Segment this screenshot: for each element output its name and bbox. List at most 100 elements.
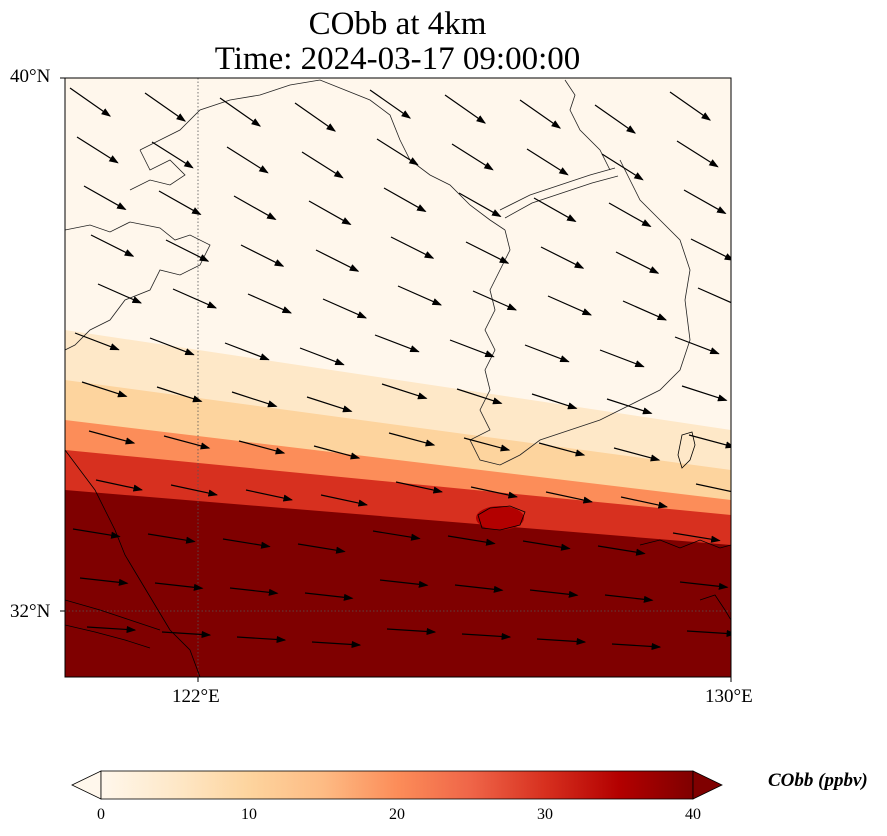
wind-arrow (219, 97, 261, 127)
wind-arrow (529, 589, 579, 598)
wind-arrow (388, 432, 436, 447)
wind-arrow (304, 592, 354, 601)
wind-arrow (538, 442, 586, 457)
wind-arrow (676, 140, 719, 168)
wind-arrow (681, 385, 728, 402)
wind-arrow (299, 347, 345, 366)
wind-arrow (458, 192, 502, 218)
wind-arrow (451, 143, 494, 171)
wind-arrow (531, 393, 578, 410)
wind-arrow (669, 91, 711, 121)
wind-arrow (688, 434, 731, 449)
coastline-yangtze-south (65, 624, 151, 649)
wind-arrow (72, 528, 121, 539)
wind-arrow (376, 138, 419, 166)
wind-arrow (449, 339, 495, 358)
map-title-line1: CObb at 4km (308, 6, 487, 42)
wind-arrow (313, 445, 361, 460)
colorbar-bar (100, 770, 694, 800)
wind-arrow (231, 391, 278, 408)
wind-arrow (147, 533, 196, 544)
wind-arrow (519, 99, 561, 129)
wind-arrow (226, 146, 269, 174)
wind-arrow (613, 447, 661, 462)
y-tick-label-40n: 40°N (10, 66, 51, 87)
coastline-china-east (65, 449, 201, 677)
wind-arrow (69, 87, 111, 117)
wind-arrow (297, 543, 346, 554)
wind-arrow (144, 92, 186, 122)
wind-arrow (311, 640, 362, 649)
map-panel (65, 78, 731, 677)
wind-arrow (690, 238, 731, 261)
wind-arrow (540, 246, 585, 269)
colorbar-label: CObb (ppbv) (768, 770, 868, 791)
colorbar-tick-10: 10 (241, 806, 257, 823)
map-frame (64, 77, 732, 678)
wind-arrow (604, 594, 654, 603)
wind-arrow (599, 349, 645, 368)
wind-arrow (683, 189, 727, 215)
wind-arrow (308, 200, 352, 226)
map-title-line2: Time: 2024-03-17 09:00:00 (214, 41, 581, 77)
wind-arrow (88, 430, 136, 445)
coastline-bohai-south (65, 221, 211, 351)
wind-arrow (536, 637, 587, 646)
wind-arrow (79, 577, 129, 586)
wind-arrow (597, 545, 646, 556)
wind-arrow (461, 632, 512, 641)
wind-arrow (247, 293, 293, 314)
wind-arrow (444, 94, 486, 124)
wind-arrow (90, 234, 135, 257)
wind-arrow (526, 148, 569, 176)
wind-arrow (695, 483, 731, 493)
coastline-bay (129, 149, 186, 191)
colorbar-tick-20: 20 (389, 806, 405, 823)
wind-arrow (149, 337, 195, 356)
wind-arrow (601, 153, 644, 181)
wind-arrow (386, 627, 437, 636)
wind-arrow (679, 581, 729, 590)
wind-arrow (672, 532, 721, 543)
wind-arrow (608, 202, 652, 228)
wind-vector-field (69, 87, 731, 651)
wind-arrow (383, 187, 427, 213)
wind-arrow (224, 342, 270, 361)
coastline-northeast (564, 79, 611, 171)
wind-arrow (381, 383, 428, 400)
wind-arrow (151, 141, 194, 169)
coastline-kyushu (639, 539, 731, 549)
field-band-max (65, 490, 731, 677)
coastline-liaodong (139, 79, 506, 231)
colorbar-tick-40: 40 (685, 806, 701, 823)
wind-arrow (456, 388, 503, 405)
wind-arrow (238, 440, 286, 455)
wind-arrow (369, 89, 411, 119)
wind-arrow (620, 496, 668, 509)
wind-arrow (320, 494, 368, 507)
coastline-islands (699, 594, 731, 621)
wind-arrow (686, 629, 731, 638)
wind-arrow (170, 484, 218, 497)
wind-arrow (236, 635, 287, 644)
wind-arrow (374, 334, 420, 353)
wind-arrow (83, 185, 127, 211)
wind-arrow (301, 151, 344, 179)
wind-arrow (163, 435, 211, 450)
wind-arrow (240, 244, 285, 267)
wind-arrow (395, 481, 443, 494)
wind-arrow (447, 535, 496, 546)
wind-arrow (397, 285, 443, 306)
wind-arrow (154, 582, 204, 591)
coastline-jeju (477, 505, 526, 531)
colorbar (71, 770, 723, 800)
wind-arrow (315, 249, 360, 272)
wind-arrow (97, 283, 143, 304)
wind-arrow (594, 104, 636, 134)
wind-arrow (674, 336, 720, 355)
colorbar-extend-max (692, 770, 723, 800)
wind-arrow (390, 236, 435, 259)
wind-arrow (372, 530, 421, 541)
wind-arrow (524, 344, 570, 363)
wind-arrow (463, 437, 511, 452)
